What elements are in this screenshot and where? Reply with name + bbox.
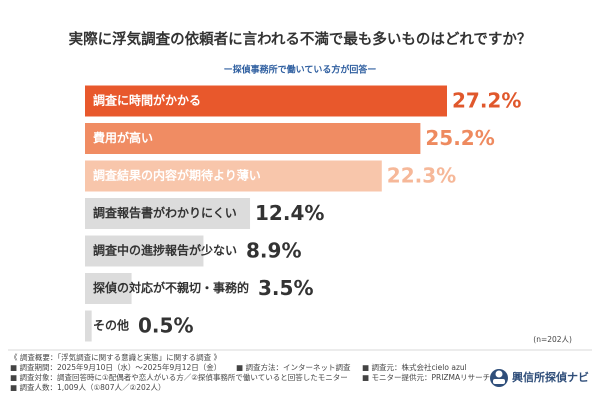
survey-note: ■ 調査期間：2025年9月10日（水）～2025年9月12日（金） [10, 362, 221, 372]
logo-icon [490, 369, 508, 387]
bar [85, 198, 251, 229]
survey-note: ■ 調査元：株式会社cielo azul [362, 362, 467, 372]
survey-note: ■ モニター提供元：PRIZMAリサーチ [362, 372, 490, 382]
value-label: 12.4% [255, 201, 324, 225]
notes-heading: 《 調査概要：「浮気調査に関する意識と実態」に関する調査 》 [10, 352, 221, 362]
logo-text: 興信所探偵ナビ [512, 370, 589, 384]
bar [85, 273, 132, 304]
category-label: 調査中の進捗報告が少ない [93, 243, 237, 258]
sample-note: (n=202人) [533, 335, 572, 344]
survey-note: ■ 調査対象：調査回答時に①配偶者や恋人がいる方／②探偵事務所で働いていると回答… [10, 372, 348, 382]
category-label: 調査結果の内容が期待より薄い [93, 168, 261, 183]
category-label: 探偵の対応が不親切・事務的 [93, 280, 249, 295]
value-label: 22.3% [387, 164, 456, 188]
value-label: 25.2% [425, 126, 494, 150]
category-label: 費用が高い [93, 130, 153, 145]
value-label: 3.5% [258, 276, 313, 300]
bar [85, 123, 421, 154]
value-label: 0.5% [138, 314, 193, 338]
survey-note: ■ 調査人数：1,009人（①807人／②202人） [10, 382, 166, 392]
chart-title: 実際に浮気調査の依頼者に言われる不満で最も多いものはどれですか？ [69, 30, 532, 48]
survey-note: ■ 調査方法：インターネット調査 [236, 362, 351, 372]
category-label: その他 [93, 318, 129, 333]
value-label: 27.2% [452, 89, 521, 113]
category-label: 調査に時間がかかる [93, 93, 201, 108]
category-label: 調査報告書がわかりにくい [93, 205, 237, 220]
value-label: 8.9% [246, 239, 301, 263]
bar [85, 235, 204, 267]
chart-subtitle: ー探偵事務所で働いている方が回答ー [224, 64, 377, 76]
bar [85, 85, 447, 117]
bar [85, 310, 92, 342]
bar [85, 160, 382, 192]
